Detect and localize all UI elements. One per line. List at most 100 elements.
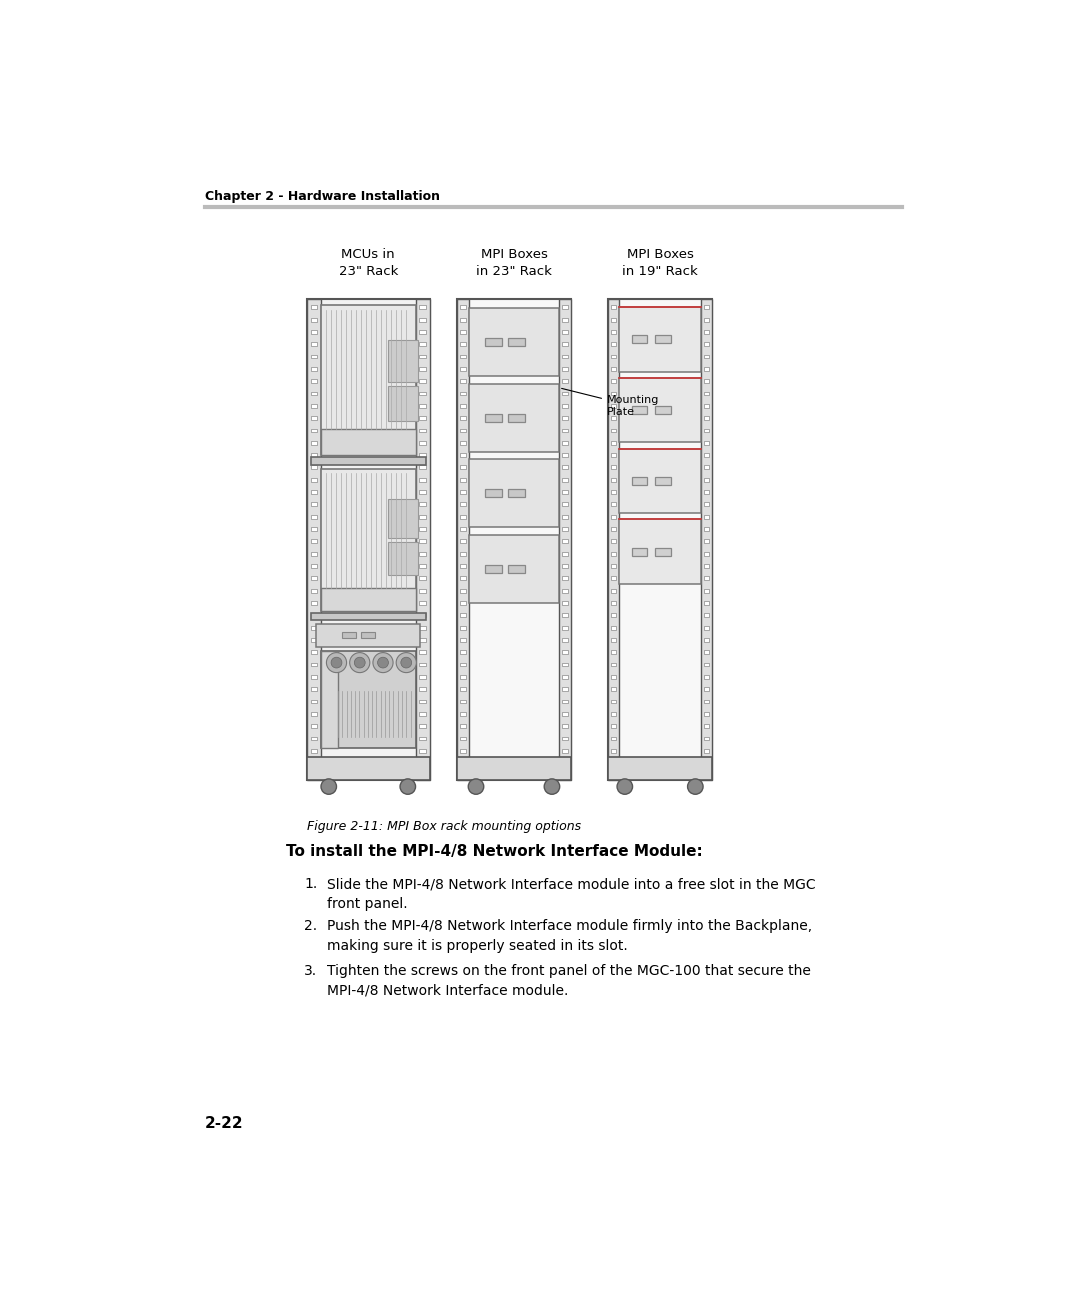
Bar	[457, 757, 571, 781]
Text: Push the MPI-4/8 Network Interface module firmly into the Backplane,
making sure: Push the MPI-4/8 Network Interface modul…	[327, 919, 812, 952]
Text: 2-22: 2-22	[205, 1115, 243, 1131]
Bar	[311, 453, 318, 457]
Bar	[485, 338, 501, 346]
Bar	[619, 377, 701, 443]
Bar	[704, 478, 710, 482]
Bar	[562, 478, 568, 482]
Bar	[656, 549, 671, 555]
Bar	[457, 299, 469, 781]
Bar	[611, 515, 617, 518]
Bar	[559, 299, 571, 781]
Bar	[321, 588, 416, 611]
Bar	[704, 675, 710, 679]
Bar	[460, 428, 465, 432]
Bar	[419, 404, 426, 407]
Bar	[611, 761, 617, 765]
Text: 3.: 3.	[303, 964, 318, 978]
Bar	[321, 652, 338, 748]
Circle shape	[373, 653, 393, 673]
Bar	[656, 406, 671, 414]
Bar	[311, 626, 318, 629]
Bar	[562, 367, 568, 371]
Bar	[704, 551, 710, 555]
Bar	[704, 748, 710, 752]
Bar	[460, 748, 465, 752]
Bar	[460, 490, 465, 494]
Bar	[611, 601, 617, 605]
Bar	[457, 299, 571, 781]
Bar	[611, 392, 617, 396]
Bar	[562, 453, 568, 457]
Bar	[704, 737, 710, 741]
Bar	[311, 503, 318, 507]
Bar	[419, 700, 426, 704]
Bar	[460, 465, 465, 469]
Bar	[562, 428, 568, 432]
Bar	[419, 589, 426, 593]
Bar	[311, 342, 318, 346]
Bar	[460, 650, 465, 654]
Bar	[419, 662, 426, 666]
Bar	[460, 539, 465, 543]
Bar	[562, 490, 568, 494]
Bar	[419, 306, 426, 310]
Bar	[562, 404, 568, 407]
Bar	[611, 417, 617, 421]
Bar	[460, 637, 465, 641]
Bar	[562, 379, 568, 383]
Bar	[321, 469, 416, 611]
Bar	[611, 637, 617, 641]
Bar	[311, 589, 318, 593]
Bar	[611, 539, 617, 543]
Bar	[460, 515, 465, 518]
Bar	[562, 650, 568, 654]
Bar	[311, 355, 318, 358]
Bar	[562, 675, 568, 679]
Bar	[611, 367, 617, 371]
Bar	[562, 551, 568, 555]
Bar	[311, 650, 318, 654]
Bar	[460, 404, 465, 407]
Bar	[704, 761, 710, 765]
Bar	[460, 355, 465, 358]
Bar	[611, 626, 617, 629]
Bar	[419, 737, 426, 741]
Bar	[419, 453, 426, 457]
Bar	[419, 342, 426, 346]
Bar	[460, 687, 465, 691]
Circle shape	[350, 653, 369, 673]
Text: Chapter 2 - Hardware Installation: Chapter 2 - Hardware Installation	[205, 191, 440, 204]
Bar	[389, 387, 418, 421]
Bar	[704, 379, 710, 383]
Bar	[342, 632, 356, 637]
Bar	[321, 652, 416, 748]
Bar	[419, 576, 426, 580]
Bar	[562, 712, 568, 716]
Bar	[562, 761, 568, 765]
Bar	[311, 637, 318, 641]
Bar	[419, 725, 426, 727]
Bar	[389, 542, 418, 575]
Bar	[419, 528, 426, 532]
Text: MPI Boxes
in 23" Rack: MPI Boxes in 23" Rack	[476, 248, 552, 278]
Bar	[704, 725, 710, 727]
Bar	[562, 392, 568, 396]
Bar	[562, 539, 568, 543]
Bar	[611, 478, 617, 482]
Bar	[419, 490, 426, 494]
Bar	[562, 662, 568, 666]
Bar	[611, 650, 617, 654]
Bar	[460, 503, 465, 507]
Bar	[611, 453, 617, 457]
Bar	[419, 748, 426, 752]
Bar	[704, 601, 710, 605]
Bar	[562, 564, 568, 568]
Bar	[562, 355, 568, 358]
Bar	[611, 748, 617, 752]
Bar	[460, 478, 465, 482]
Bar	[562, 748, 568, 752]
Bar	[562, 465, 568, 469]
Circle shape	[469, 778, 484, 794]
Bar	[419, 392, 426, 396]
Bar	[704, 589, 710, 593]
